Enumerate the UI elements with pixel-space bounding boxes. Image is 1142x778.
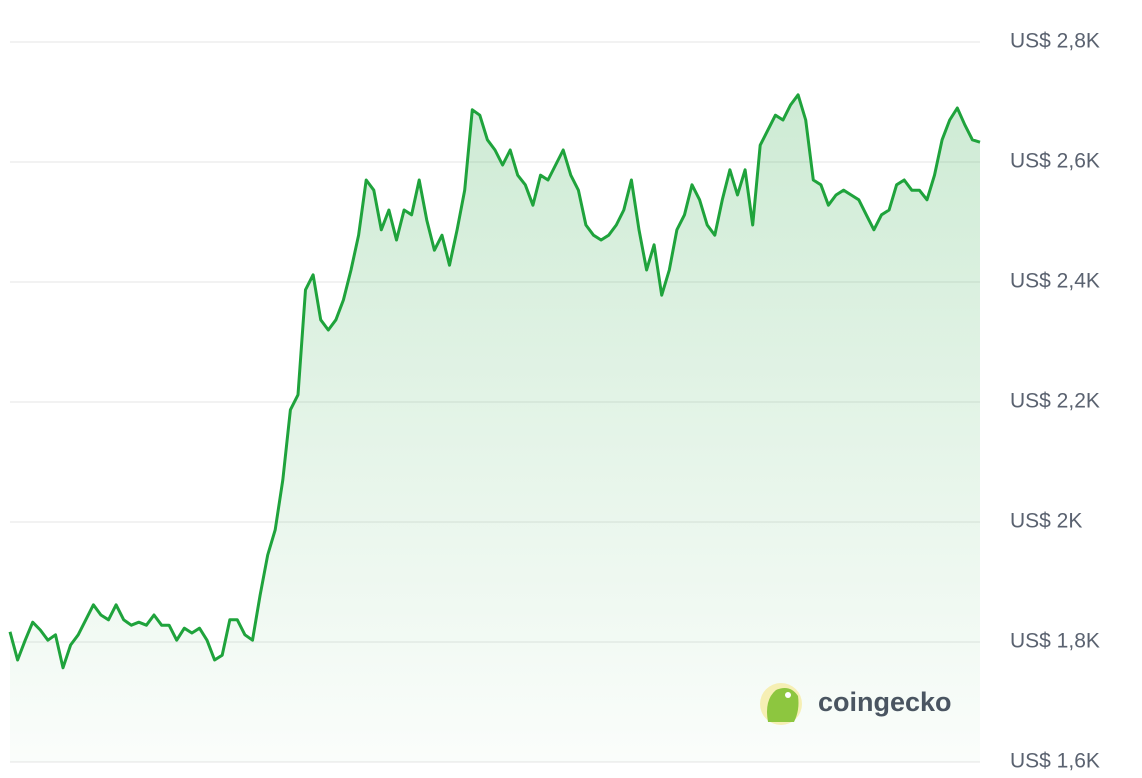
y-tick-label: US$ 2,2K <box>1010 390 1100 413</box>
price-line <box>8 93 981 670</box>
y-tick-label: US$ 2,4K <box>1010 270 1100 293</box>
y-tick-label: US$ 1,6K <box>1010 750 1100 773</box>
y-tick-label: US$ 2,8K <box>1010 30 1100 53</box>
y-tick-label: US$ 1,8K <box>1010 630 1100 653</box>
logo-gecko <box>767 688 799 722</box>
logo-eye <box>785 692 791 698</box>
area-fill <box>10 94 980 763</box>
plot <box>8 93 981 763</box>
y-tick-label: US$ 2K <box>1010 510 1082 533</box>
watermark: coingecko <box>760 683 952 725</box>
y-tick-label: US$ 2,6K <box>1010 150 1100 173</box>
watermark-text: coingecko <box>818 687 952 717</box>
